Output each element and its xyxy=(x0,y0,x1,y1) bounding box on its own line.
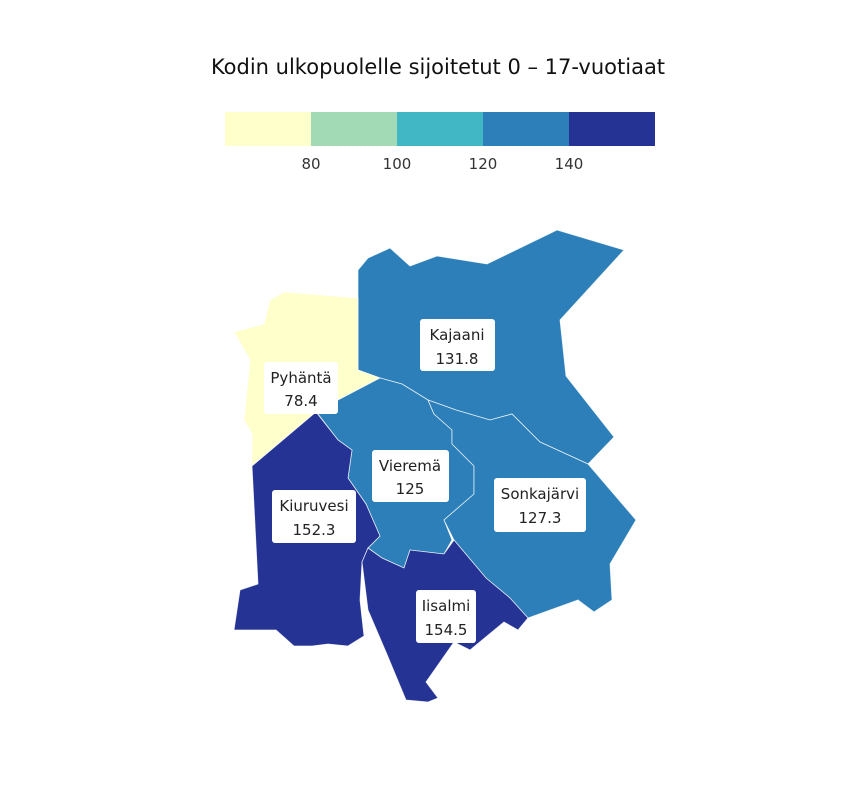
legend-tick-80: 80 xyxy=(301,155,321,173)
label-iisalmi-value: 154.5 xyxy=(425,621,468,639)
legend-swatch-3 xyxy=(397,112,483,146)
legend-tick-120: 120 xyxy=(468,155,498,173)
legend-swatch-1 xyxy=(225,112,311,146)
legend-swatch-2 xyxy=(311,112,397,146)
label-iisalmi: Iisalmi 154.5 xyxy=(416,590,476,643)
map-title: Kodin ulkopuolelle sijoitetut 0 – 17-vuo… xyxy=(210,55,666,79)
label-box-sonkajarvi xyxy=(494,478,586,532)
label-kajaani-name: Kajaani xyxy=(430,326,485,344)
label-pyhanta-value: 78.4 xyxy=(284,392,317,410)
color-legend xyxy=(225,112,655,146)
label-box-kajaani xyxy=(420,319,495,371)
legend-tick-100: 100 xyxy=(382,155,412,173)
label-box-pyhanta xyxy=(264,362,338,414)
label-vierema-value: 125 xyxy=(396,480,425,498)
label-sonkajarvi-value: 127.3 xyxy=(519,509,562,527)
label-box-vierema xyxy=(372,450,449,502)
label-kiuruvesi: Kiuruvesi 152.3 xyxy=(272,490,356,543)
legend-tick-140: 140 xyxy=(554,155,584,173)
label-sonkajarvi: Sonkajärvi 127.3 xyxy=(494,478,586,532)
label-vierema: Vieremä 125 xyxy=(372,450,449,502)
label-sonkajarvi-name: Sonkajärvi xyxy=(501,485,579,503)
label-kiuruvesi-value: 152.3 xyxy=(293,521,336,539)
label-pyhanta: Pyhäntä 78.4 xyxy=(264,362,338,414)
label-vierema-name: Vieremä xyxy=(379,457,441,475)
label-kajaani-value: 131.8 xyxy=(436,350,479,368)
label-pyhanta-name: Pyhäntä xyxy=(270,369,331,387)
legend-swatch-5 xyxy=(569,112,655,146)
label-box-kiuruvesi xyxy=(272,490,356,543)
label-box-iisalmi xyxy=(416,590,476,643)
label-kajaani: Kajaani 131.8 xyxy=(420,319,495,371)
legend-swatch-4 xyxy=(483,112,569,146)
label-iisalmi-name: Iisalmi xyxy=(422,597,471,615)
label-kiuruvesi-name: Kiuruvesi xyxy=(279,497,348,515)
